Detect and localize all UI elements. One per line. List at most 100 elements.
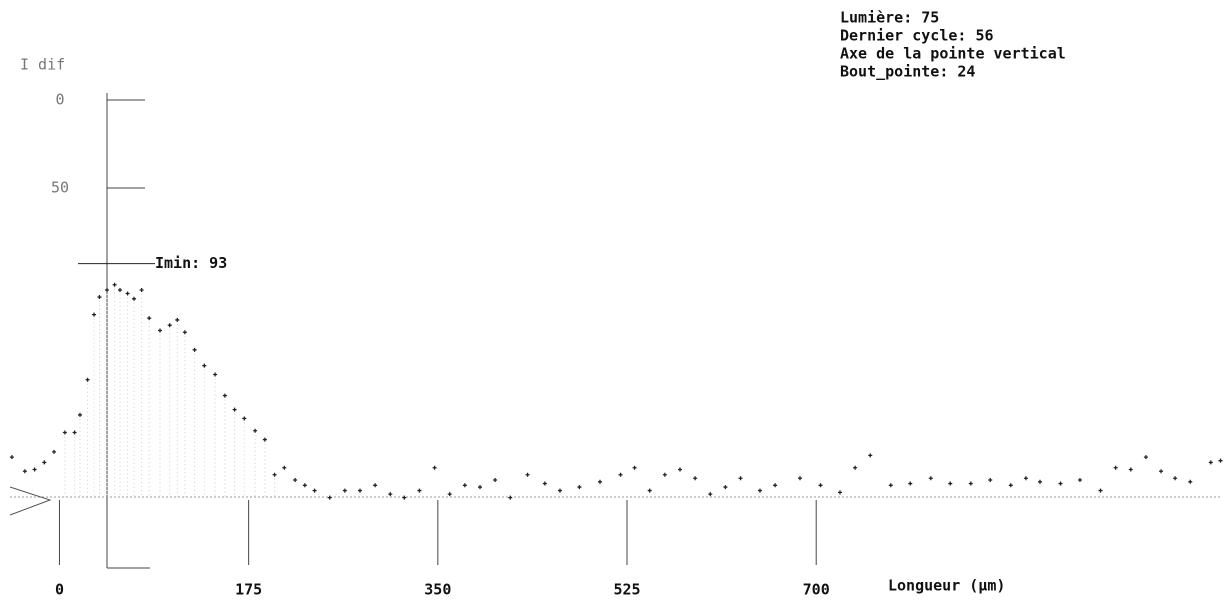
point (1188, 479, 1193, 484)
point (117, 288, 122, 293)
point (1008, 483, 1013, 488)
point (447, 492, 452, 497)
point (222, 393, 227, 398)
x-tick-label: 525 (613, 581, 640, 599)
point (968, 481, 973, 486)
point (232, 407, 237, 412)
point (282, 465, 287, 470)
point (1128, 467, 1133, 472)
point (192, 347, 197, 352)
point (132, 296, 137, 301)
point (797, 476, 802, 481)
point (242, 416, 247, 421)
point (868, 453, 873, 458)
point (597, 479, 602, 484)
point (327, 495, 332, 500)
x-tick-label: 0 (55, 581, 64, 599)
point (888, 483, 893, 488)
point (293, 478, 298, 483)
y-tick-label: 50 (51, 178, 69, 196)
point (182, 330, 187, 335)
point (32, 467, 37, 472)
point (1098, 488, 1103, 493)
point (402, 495, 407, 500)
point (202, 363, 207, 368)
point (738, 476, 743, 481)
point (373, 483, 378, 488)
point (9, 455, 14, 460)
point (577, 485, 582, 490)
point (1159, 469, 1164, 474)
point (542, 481, 547, 486)
point (139, 288, 144, 293)
annotation: Axe de la pointe vertical (840, 45, 1066, 63)
point (928, 476, 933, 481)
point (1113, 465, 1118, 470)
point (1037, 479, 1042, 484)
point (948, 481, 953, 486)
point (1058, 481, 1063, 486)
point (908, 481, 913, 486)
point (147, 316, 152, 321)
point (312, 488, 317, 493)
point (105, 288, 110, 293)
point (388, 492, 393, 497)
point (693, 476, 698, 481)
point (432, 465, 437, 470)
point (462, 483, 467, 488)
point (773, 483, 778, 488)
point (818, 483, 823, 488)
point (853, 465, 858, 470)
x-tick-label: 700 (803, 581, 830, 599)
point (342, 488, 347, 493)
point (302, 483, 307, 488)
point (262, 437, 267, 442)
point (1023, 476, 1028, 481)
point (837, 490, 842, 495)
point (508, 495, 513, 500)
point (647, 488, 652, 493)
point (708, 492, 713, 497)
point (1173, 476, 1178, 481)
annotation: Dernier cycle: 56 (840, 27, 994, 45)
point (125, 291, 130, 296)
x-axis-label: Longueur (µm) (888, 577, 1005, 595)
point (52, 449, 57, 454)
point (477, 485, 482, 490)
point (1218, 458, 1223, 463)
point (757, 488, 762, 493)
point (97, 295, 102, 300)
point (62, 430, 67, 435)
y-axis-label: I dif (20, 56, 65, 74)
point (557, 488, 562, 493)
point (677, 467, 682, 472)
point (77, 412, 82, 417)
point (272, 472, 277, 477)
annotation: Lumière: 75 (840, 9, 939, 27)
point (493, 478, 498, 483)
point (22, 469, 27, 474)
point (357, 488, 362, 493)
arrow (9, 486, 52, 516)
x-tick-label: 350 (424, 581, 451, 599)
point (1077, 478, 1082, 483)
point (157, 328, 162, 333)
point (632, 465, 637, 470)
point (988, 478, 993, 483)
point (42, 460, 47, 465)
imin-label: Imin: 93 (155, 254, 227, 272)
point (525, 472, 530, 477)
annotation: Bout_pointe: 24 (840, 63, 975, 81)
point (723, 485, 728, 490)
point (72, 430, 77, 435)
x-tick-label: 175 (235, 581, 262, 599)
point (213, 372, 218, 377)
point (175, 317, 180, 322)
point (253, 428, 258, 433)
point (1208, 460, 1213, 465)
point (662, 472, 667, 477)
point (112, 282, 117, 287)
point (618, 472, 623, 477)
point (92, 312, 97, 317)
point (167, 323, 172, 328)
